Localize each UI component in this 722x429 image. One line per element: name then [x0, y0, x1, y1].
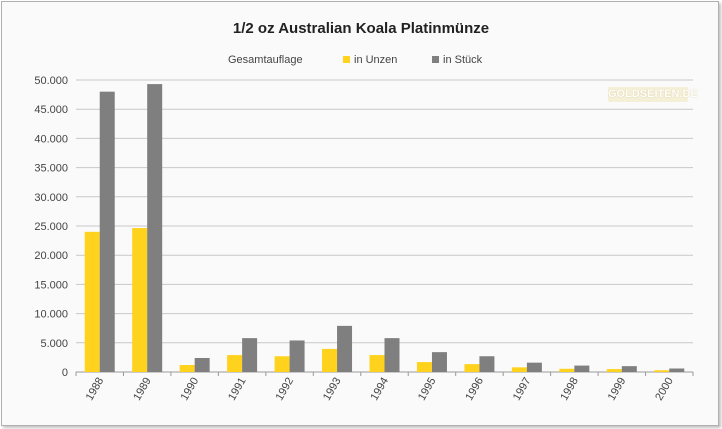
bar-unzen — [274, 356, 290, 372]
bar-unzen — [511, 367, 527, 372]
x-tick-label: 1991 — [226, 376, 249, 403]
bar-unzen — [369, 355, 385, 372]
legend-label-stueck: in Stück — [443, 54, 483, 66]
y-tick-label: 45.000 — [34, 104, 68, 116]
x-tick-label: 1997 — [511, 376, 534, 403]
chart-title: 1/2 oz Australian Koala Platinmünze — [232, 20, 490, 37]
bar-stueck — [431, 352, 447, 372]
y-tick-label: 0 — [62, 367, 68, 379]
x-tick-label: 1989 — [131, 376, 154, 403]
bar-unzen — [84, 231, 100, 372]
bar-unzen — [464, 364, 480, 372]
bar-stueck — [147, 84, 163, 372]
y-tick-label: 30.000 — [34, 192, 68, 204]
x-tick-label: 2000 — [653, 376, 676, 403]
bar-unzen — [227, 355, 243, 372]
bar-stueck — [384, 338, 400, 372]
y-tick-label: 40.000 — [34, 133, 68, 145]
x-tick-label: 1993 — [321, 376, 344, 403]
bar-stueck — [99, 91, 115, 373]
bar-unzen — [559, 368, 575, 372]
x-tick-label: 1995 — [416, 376, 439, 403]
legend-title: Gesamtauflage — [228, 54, 303, 66]
legend-item-stueck: in Stück — [432, 54, 482, 66]
x-tick-label: 1998 — [558, 376, 581, 403]
legend-item-unzen: in Unzen — [343, 54, 397, 66]
bar-stueck — [574, 365, 590, 372]
bar-stueck — [337, 325, 353, 372]
y-tick-label: 50.000 — [34, 75, 68, 87]
legend-label-unzen: in Unzen — [354, 54, 398, 66]
y-tick-label: 5.000 — [40, 338, 68, 350]
bar-unzen — [322, 348, 338, 372]
legend-swatch-unzen — [343, 56, 350, 63]
bar-unzen — [179, 364, 195, 372]
y-tick-label: 20.000 — [34, 250, 68, 262]
legend: Gesamtauflage in Unzen in Stück — [0, 52, 722, 70]
bar-unzen — [132, 228, 148, 372]
x-tick-label: 1999 — [606, 376, 629, 403]
bar-unzen — [654, 370, 670, 372]
bar-stueck — [621, 366, 637, 372]
bar-stueck — [194, 357, 210, 372]
watermark-logo: GOLDSEITEN.DE — [608, 87, 698, 102]
legend-swatch-stueck — [432, 56, 439, 63]
x-tick-label: 1988 — [84, 376, 107, 403]
bar-stueck — [526, 362, 542, 372]
y-tick-label: 15.000 — [34, 279, 68, 291]
bar-stueck — [479, 356, 495, 372]
x-tick-label: 1996 — [463, 376, 486, 403]
y-tick-label: 25.000 — [34, 221, 68, 233]
bar-unzen — [606, 369, 622, 372]
x-tick-label: 1990 — [179, 376, 202, 403]
y-tick-label: 35.000 — [34, 163, 68, 175]
bar-stueck — [242, 338, 258, 372]
x-tick-label: 1992 — [274, 376, 297, 403]
bar-stueck — [289, 340, 305, 372]
y-tick-label: 10.000 — [34, 309, 68, 321]
bar-stueck — [669, 368, 685, 372]
bar-unzen — [416, 362, 432, 372]
x-tick-label: 1994 — [368, 376, 391, 403]
